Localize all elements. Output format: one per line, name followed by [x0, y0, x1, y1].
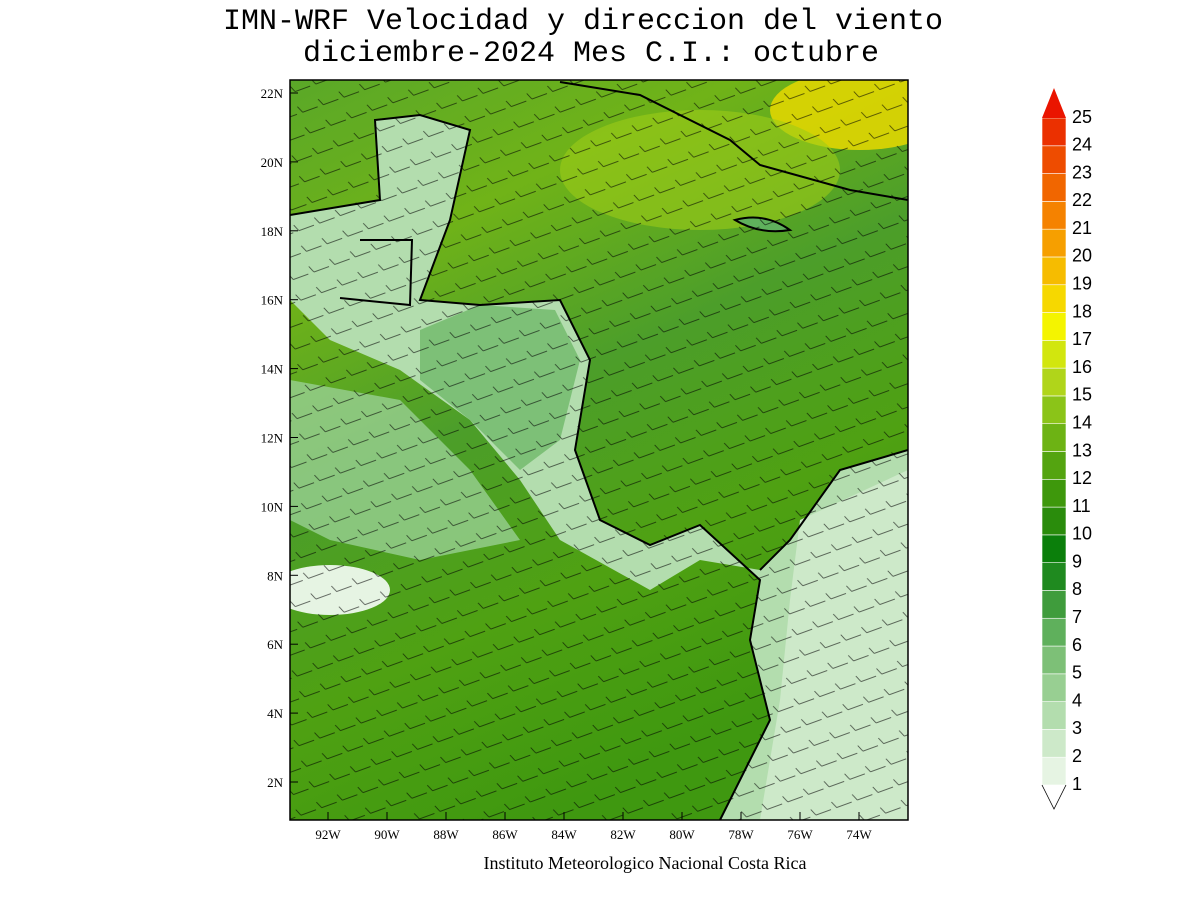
x-tick-label: 80W: [669, 827, 695, 842]
colorbar-box: [1041, 534, 1067, 563]
colorbar-label: 24: [1072, 135, 1092, 155]
colorbar-box: [1041, 423, 1067, 452]
colorbar-label: 10: [1072, 524, 1092, 544]
colorbar-box: [1041, 673, 1067, 702]
y-tick-label: 16N: [261, 293, 284, 308]
axis-ticks: 92W 90W 88W 86W 84W 82W 80W 78W 76W 74W 22N 20N 18N 1…: [261, 86, 873, 842]
y-tick-label: 6N: [267, 637, 284, 652]
colorbar-label: 15: [1072, 385, 1092, 405]
colorbar-label: 23: [1072, 162, 1092, 182]
footer: Instituto Meteorologico Nacional Costa R…: [484, 853, 807, 873]
colorbar-box: [1041, 145, 1067, 174]
colorbar-label: 22: [1072, 190, 1092, 210]
colorbar-box: [1041, 451, 1067, 480]
colorbar-label: 11: [1072, 496, 1091, 516]
colorbar: 1234567891011121314151617181920212223242…: [1041, 88, 1092, 810]
colorbar-box: [1041, 701, 1067, 730]
colorbar-label: 16: [1072, 357, 1092, 377]
map-frame: [289, 79, 909, 821]
colorbar-box: [1041, 756, 1067, 786]
colorbar-box: [1041, 117, 1067, 147]
x-tick-label: 92W: [315, 827, 341, 842]
x-tick-label: 84W: [551, 827, 577, 842]
colorbar-box: [1041, 395, 1067, 425]
colorbar-label: 25: [1072, 107, 1092, 127]
colorbar-box: [1041, 312, 1067, 341]
y-tick-label: 14N: [261, 362, 284, 377]
colorbar-label: 21: [1072, 218, 1092, 238]
colorbar-box: [1041, 562, 1067, 591]
colorbar-box: [1041, 256, 1067, 286]
colorbar-label: 9: [1072, 551, 1082, 571]
y-tick-label: 20N: [261, 155, 284, 170]
colorbar-label: 14: [1072, 412, 1092, 432]
colorbar-label: 3: [1072, 718, 1082, 738]
x-tick-label: 82W: [610, 827, 636, 842]
colorbar-box: [1041, 506, 1067, 536]
colorbar-box: [1041, 645, 1067, 675]
colorbar-label: 19: [1072, 274, 1092, 294]
colorbar-label: 12: [1072, 468, 1092, 488]
y-tick-label: 18N: [261, 224, 284, 239]
colorbar-arrow: [1042, 88, 1066, 118]
colorbar-label: 8: [1072, 579, 1082, 599]
colorbar-label: 5: [1072, 663, 1082, 683]
colorbar-box: [1041, 478, 1067, 508]
y-tick-label: 8N: [267, 568, 284, 583]
y-tick-label: 22N: [261, 86, 284, 101]
colorbar-tail: [1041, 784, 1067, 810]
map-field: [290, 80, 908, 820]
title-line-2: diciembre-2024 Mes C.I.: octubre: [303, 37, 879, 71]
colorbar-box: [1041, 617, 1067, 647]
colorbar-label: 2: [1072, 746, 1082, 766]
colorbar-label: 17: [1072, 329, 1092, 349]
y-tick-label: 4N: [267, 706, 284, 721]
colorbar-label: 4: [1072, 690, 1082, 710]
colorbar-label: 1: [1072, 774, 1082, 794]
colorbar-box: [1041, 340, 1067, 369]
colorbar-box: [1041, 284, 1067, 313]
colorbar-box: [1041, 228, 1067, 258]
colorbar-label: 13: [1072, 440, 1092, 460]
title-line-1: IMN-WRF Velocidad y direccion del viento: [223, 5, 943, 39]
x-tick-label: 90W: [374, 827, 400, 842]
y-tick-label: 12N: [261, 431, 284, 446]
colorbar-box: [1041, 590, 1067, 619]
x-tick-label: 76W: [787, 827, 813, 842]
colorbar-label: 6: [1072, 635, 1082, 655]
y-tick-label: 2N: [267, 775, 284, 790]
colorbar-label: 20: [1072, 246, 1092, 266]
colorbar-box: [1041, 201, 1067, 230]
colorbar-box: [1041, 367, 1067, 397]
colorbar-box: [1041, 173, 1067, 202]
x-tick-label: 86W: [492, 827, 518, 842]
x-tick-label: 88W: [433, 827, 459, 842]
y-tick-label: 10N: [261, 499, 284, 514]
colorbar-box: [1041, 729, 1067, 758]
x-tick-label: 78W: [728, 827, 754, 842]
colorbar-label: 7: [1072, 607, 1082, 627]
x-tick-label: 74W: [846, 827, 872, 842]
colorbar-label: 18: [1072, 301, 1092, 321]
